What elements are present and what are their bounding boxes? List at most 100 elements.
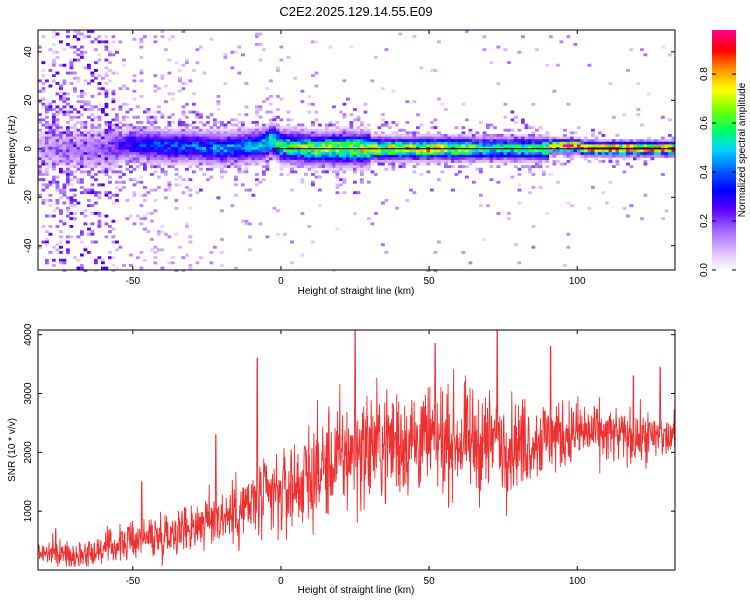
spectrogram-cell <box>321 167 326 171</box>
spectrogram-cell <box>171 160 175 163</box>
spectrogram-cell <box>493 139 497 143</box>
spectrogram-cell <box>451 152 455 156</box>
spectrogram-cell <box>496 149 501 153</box>
spectrogram-cell <box>118 134 123 137</box>
spectrogram-cell <box>241 134 245 137</box>
spectrogram-cell <box>101 110 105 114</box>
spectrogram-cell <box>97 157 102 161</box>
spectrogram-cell <box>76 149 81 153</box>
spectrogram-cell <box>265 139 270 143</box>
spectrogram-cell <box>101 167 105 171</box>
spectrogram-cell <box>69 188 74 192</box>
spectrogram-cell <box>272 206 277 210</box>
spectrogram-cell <box>41 147 46 150</box>
spectrogram-cell <box>195 141 200 145</box>
spectrogram-cell <box>241 123 245 127</box>
spectrogram-cell <box>160 170 165 174</box>
spectrogram-cell <box>69 212 74 215</box>
spectrogram-cell <box>510 154 515 158</box>
spectrogram-cell <box>73 165 77 169</box>
spectrogram-cell <box>38 245 42 249</box>
spectrogram-cell <box>433 69 438 72</box>
spectrogram-cell <box>304 154 308 158</box>
spectrogram-cell <box>255 157 259 161</box>
spectrogram-cell <box>279 162 284 166</box>
spectrogram-cell <box>479 167 483 171</box>
spectrogram-cell <box>433 157 438 161</box>
spectrogram-cell <box>321 131 326 135</box>
spectrogram-cell <box>52 136 56 140</box>
spectrogram-cell <box>346 149 350 153</box>
spectrogram-cell <box>356 115 361 119</box>
spectrogram-cell <box>216 108 221 111</box>
spectrogram-cell <box>55 32 60 36</box>
spectrogram-cell <box>374 173 378 176</box>
spectrogram-cell <box>629 48 634 52</box>
spectrogram-cell <box>269 110 273 114</box>
spectrogram-cell <box>167 123 172 127</box>
spectrogram-cell <box>181 154 186 158</box>
spectrogram-cell <box>314 165 319 169</box>
spectrogram-cell <box>311 128 315 132</box>
spectrogram-cell <box>164 131 168 135</box>
spectrogram-cell <box>171 144 175 148</box>
spectrogram-cell <box>41 87 46 91</box>
spectrogram-cell <box>48 141 53 145</box>
spectrogram-cell <box>657 141 662 145</box>
spectrogram-cell <box>468 141 473 145</box>
spectrogram-cell <box>461 141 466 145</box>
spectrogram-cell <box>524 139 529 143</box>
spectrogram-cell <box>38 141 42 145</box>
spectrogram-cell <box>528 136 532 140</box>
spectrogram-cell <box>174 178 179 182</box>
spectrogram-cell <box>286 149 291 153</box>
spectrogram-cell <box>185 102 189 106</box>
spectrogram-cell <box>353 170 357 174</box>
spectrogram-cell <box>360 123 364 127</box>
spectrogram-cell <box>111 147 116 150</box>
spectrogram-cell <box>318 141 322 145</box>
spectrogram-cell <box>566 35 571 39</box>
spectrogram-cell <box>230 118 235 122</box>
spectrogram-cell <box>304 149 308 153</box>
spectrogram-cell <box>143 149 147 153</box>
spectrogram-cell <box>307 139 312 143</box>
spectrogram-cell <box>328 136 333 140</box>
spectrogram-cell <box>62 131 67 135</box>
spectrogram-cell <box>146 212 151 215</box>
spectrogram-cell <box>346 152 350 156</box>
spectrogram-cell <box>199 141 203 145</box>
spectrogram-cell <box>73 131 77 135</box>
spectrogram-cell <box>41 131 46 135</box>
spectrogram-cell <box>52 108 56 111</box>
spectrogram-cell <box>293 131 298 135</box>
spectrogram-cell <box>377 144 382 148</box>
spectrogram-cell <box>664 209 669 213</box>
spectrogram-cell <box>307 136 312 140</box>
spectrogram-cell <box>59 261 63 265</box>
spectrogram-cell <box>48 126 53 130</box>
spectrogram-cell <box>108 191 112 195</box>
spectrogram-cell <box>531 102 536 106</box>
spectrogram-cell <box>237 170 242 174</box>
spectrogram-cell <box>153 89 158 93</box>
spectrogram-cell <box>405 141 410 145</box>
spectrogram-cell <box>132 139 137 143</box>
spectrogram-cell <box>272 157 277 161</box>
spectrogram-cell <box>237 147 242 150</box>
spectrogram-cell <box>90 139 95 143</box>
spectrogram-cell <box>244 136 249 140</box>
spectrogram-cell <box>426 131 431 135</box>
spectrogram-cell <box>188 178 193 182</box>
spectrogram-cell <box>66 196 70 200</box>
spectrogram-cell <box>461 157 466 161</box>
spectrogram-cell <box>139 162 144 166</box>
spectrogram-cell <box>48 214 53 218</box>
spectrogram-cell <box>521 144 525 148</box>
spectrogram-cell <box>164 134 168 137</box>
spectrogram-cell <box>542 152 546 156</box>
spectrogram-cell <box>171 152 175 156</box>
spectrogram-cell <box>62 141 67 145</box>
spectrogram-cell <box>76 165 81 169</box>
spectrogram-cell <box>307 144 312 148</box>
